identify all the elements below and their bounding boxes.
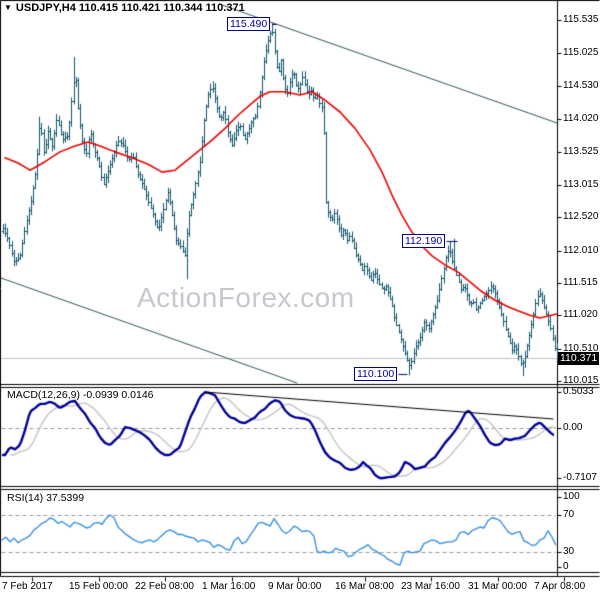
price-axis-label: 114.020 [563,113,599,124]
price-axis-label: 113.015 [563,179,599,190]
rsi-indicator-label: RSI(14) 37.5399 [7,492,85,504]
time-axis-label: 31 Mar 00:00 [468,581,527,592]
time-axis-label: 1 Mar 16:00 [202,581,256,592]
macd-axis-label: -0.7107 [563,472,597,483]
price-tag-high[interactable]: 115.490 [227,17,271,31]
time-axis-label: 7 Feb 2017 [2,581,53,592]
price-axis-label: 112.520 [563,211,599,222]
rsi-axis-label: 0 [563,561,569,572]
price-axis-label: 112.010 [563,245,599,256]
time-axis-label: 16 Mar 08:00 [335,581,394,592]
price-axis-label: 110.510 [563,343,599,354]
time-axis-label: 7 Apr 08:00 [534,581,586,592]
macd-axis-label: 0.00 [563,422,583,433]
rsi-axis-label: 30 [563,546,575,557]
macd-axis-label: 0.5033 [563,386,594,397]
rsi-axis-label: 100 [563,491,580,502]
price-axis-label: 115.025 [563,47,599,58]
time-axis-label: 23 Mar 16:00 [401,581,460,592]
time-axis-label: 22 Feb 08:00 [135,581,194,592]
price-axis-label: 113.525 [563,146,599,157]
price-axis-label: 115.535 [563,14,599,25]
price-tag-resistance[interactable]: 112.190 [402,234,446,248]
chart-title: ▼ USDJPY,H4 110.415 110.421 110.344 110.3… [4,2,245,14]
price-axis-label: 110.015 [563,375,599,386]
price-axis-label: 111.020 [563,309,598,320]
time-axis-label: 15 Feb 00:00 [69,581,128,592]
symbol-quote-text: USDJPY,H4 110.415 110.421 110.344 110.37… [15,2,245,14]
macd-indicator-label: MACD(12,26,9) -0.0939 0.0146 [7,389,154,401]
price-axis-label: 114.530 [563,80,599,91]
price-tag-support[interactable]: 110.100 [354,367,398,381]
rsi-axis-label: 70 [563,509,575,520]
time-axis-label: 9 Mar 00:00 [268,581,322,592]
price-axis-label: 111.515 [563,277,598,288]
symbol-dropdown-icon[interactable]: ▼ [4,3,12,12]
current-price-badge: 110.371 [558,352,600,365]
